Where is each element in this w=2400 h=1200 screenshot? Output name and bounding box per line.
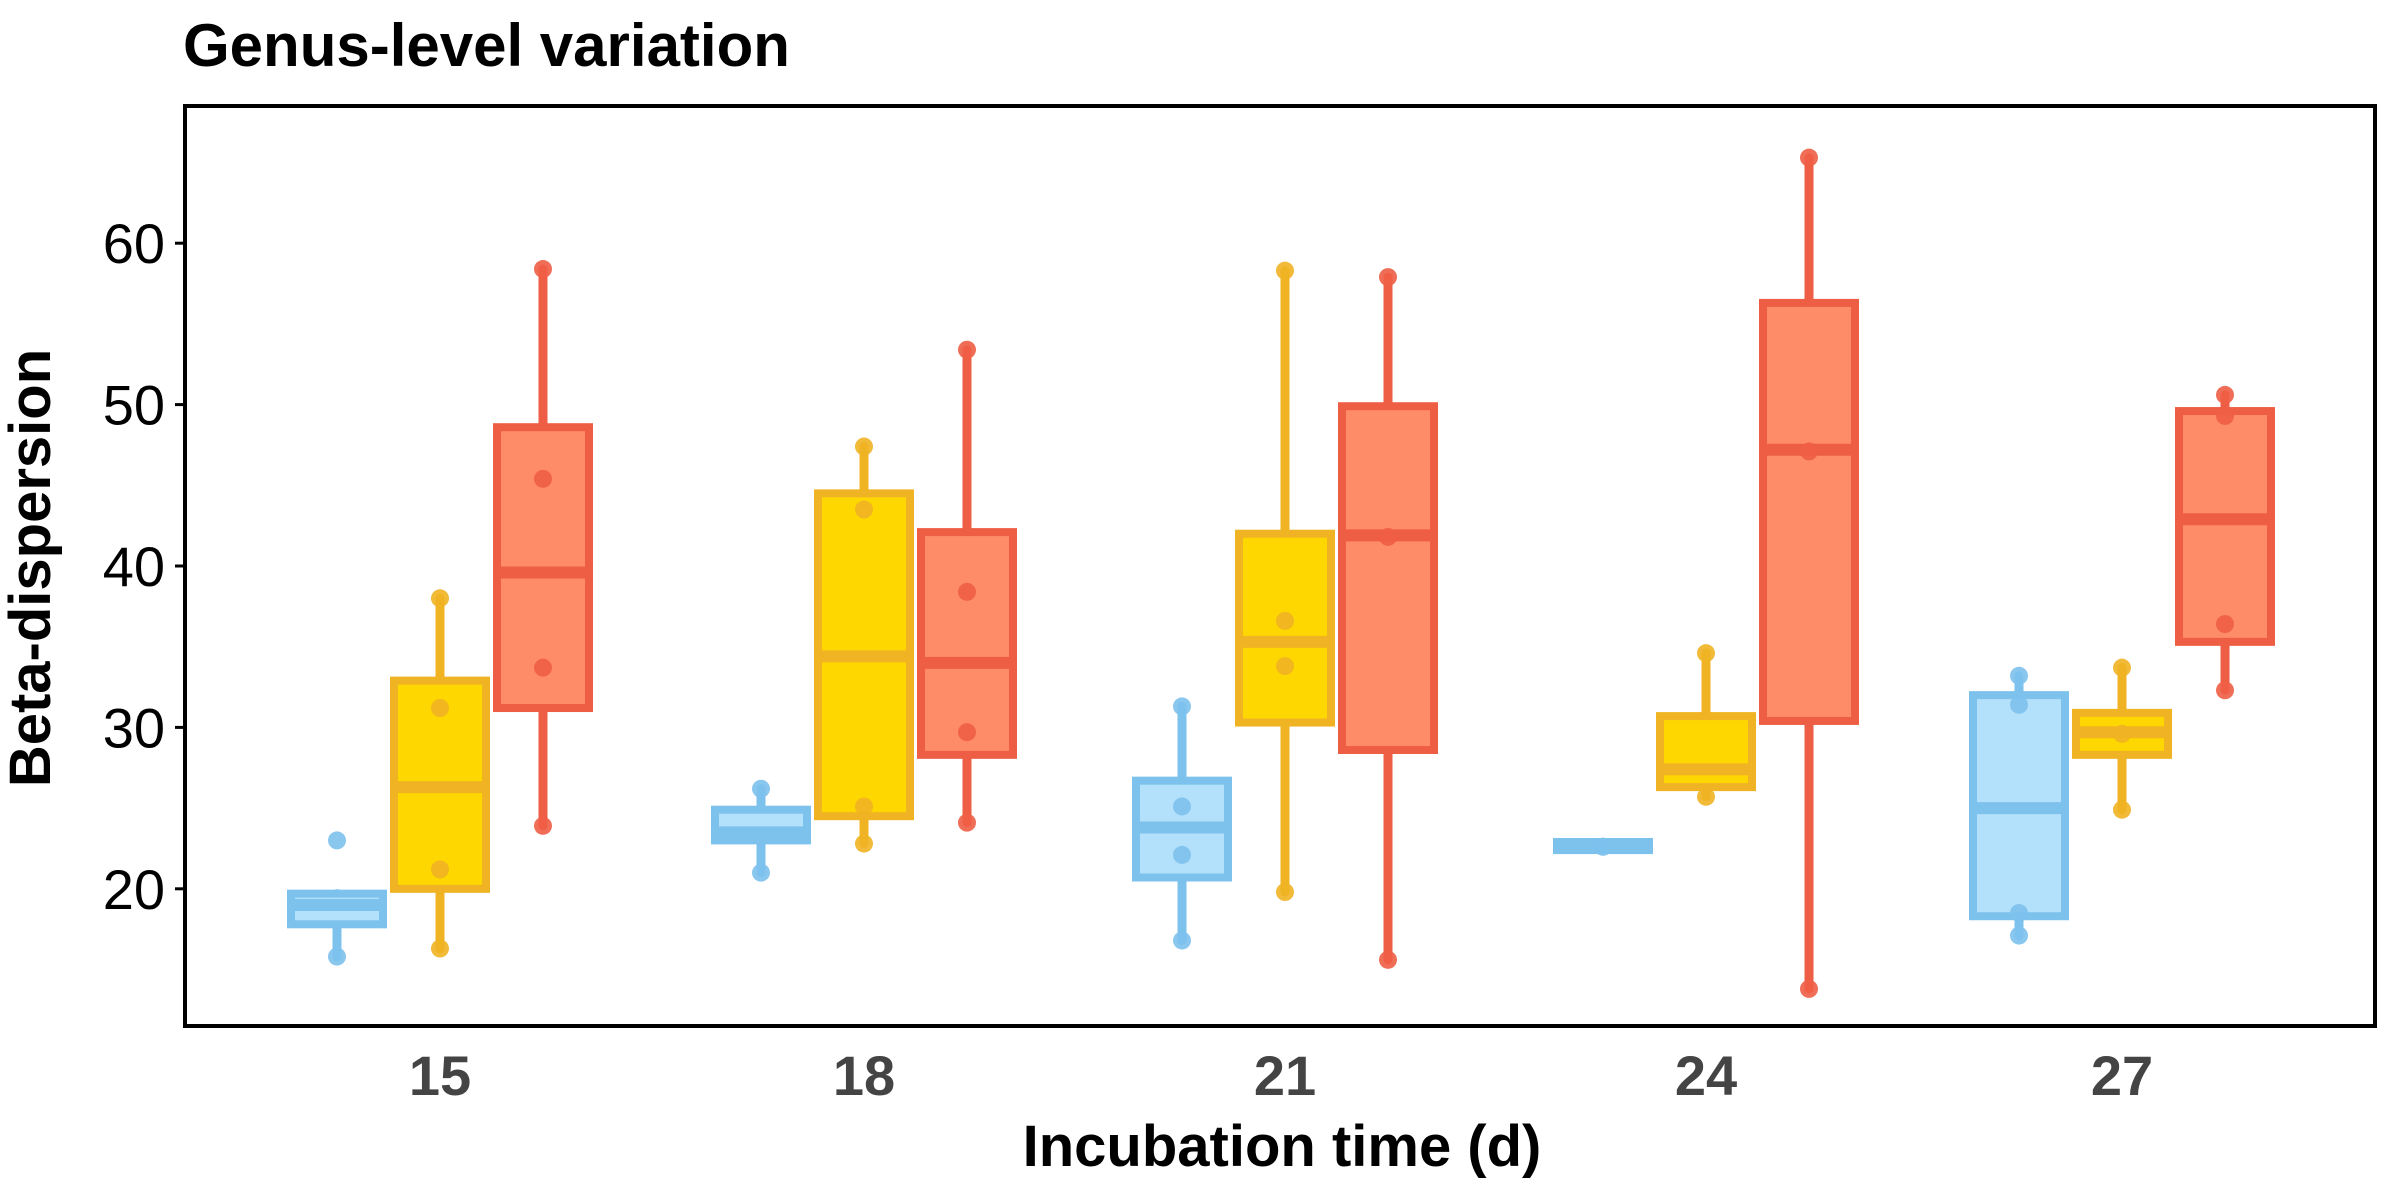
data-point bbox=[328, 831, 346, 850]
data-point bbox=[855, 834, 873, 853]
data-point bbox=[534, 816, 552, 835]
plot-frame bbox=[183, 104, 2377, 1028]
x-tick-label: 24 bbox=[1675, 1044, 1737, 1107]
data-point bbox=[958, 813, 976, 832]
data-point bbox=[2216, 385, 2234, 404]
box bbox=[2175, 407, 2275, 646]
data-point bbox=[1697, 644, 1715, 663]
box-group bbox=[917, 340, 1017, 832]
box-group bbox=[1656, 644, 1756, 806]
y-tick-label: 60 bbox=[103, 212, 165, 275]
data-point bbox=[1276, 883, 1294, 902]
data-point bbox=[534, 469, 552, 488]
y-tick-label: 50 bbox=[103, 374, 165, 437]
box-group bbox=[493, 260, 593, 835]
box bbox=[1656, 712, 1756, 792]
data-point bbox=[1800, 148, 1818, 167]
data-point bbox=[855, 500, 873, 519]
data-point bbox=[2216, 615, 2234, 634]
data-point bbox=[2113, 658, 2131, 677]
data-point bbox=[1697, 787, 1715, 806]
y-axis-label: Beta-dispersion bbox=[0, 349, 63, 787]
data-point bbox=[431, 699, 449, 718]
data-point bbox=[1173, 845, 1191, 864]
box-group bbox=[390, 589, 490, 958]
x-axis-label: Incubation time (d) bbox=[1023, 1114, 1542, 1179]
x-tick-label: 18 bbox=[833, 1044, 895, 1107]
data-point bbox=[752, 863, 770, 882]
plot-area: 20 30 40 50 60 15 18 21 24 27 bbox=[103, 148, 2275, 1107]
data-point bbox=[958, 723, 976, 742]
data-point bbox=[2010, 666, 2028, 685]
box bbox=[1759, 298, 1859, 725]
box bbox=[1338, 402, 1438, 754]
data-point bbox=[328, 947, 346, 966]
y-tick-label: 30 bbox=[103, 696, 165, 759]
box-group bbox=[1759, 148, 1859, 998]
box bbox=[917, 528, 1017, 759]
data-point bbox=[1276, 611, 1294, 630]
data-point bbox=[2113, 800, 2131, 819]
y-tick-label: 40 bbox=[103, 535, 165, 598]
data-point bbox=[855, 797, 873, 816]
x-tick-label: 21 bbox=[1254, 1044, 1316, 1107]
box-group bbox=[2175, 385, 2275, 700]
data-point bbox=[2010, 695, 2028, 714]
data-point bbox=[534, 260, 552, 279]
box-group bbox=[2072, 658, 2172, 819]
data-point bbox=[1594, 837, 1612, 856]
data-point bbox=[2216, 681, 2234, 700]
box-group bbox=[1553, 837, 1653, 856]
box-group bbox=[1132, 697, 1232, 950]
data-point bbox=[1800, 979, 1818, 998]
data-point bbox=[958, 582, 976, 601]
data-point bbox=[1173, 697, 1191, 716]
box-group bbox=[814, 437, 914, 853]
x-tick-label: 27 bbox=[2091, 1044, 2153, 1107]
data-point bbox=[2010, 904, 2028, 923]
box-group bbox=[711, 779, 811, 882]
box-group bbox=[1338, 268, 1438, 969]
data-point bbox=[2216, 406, 2234, 425]
box-group bbox=[1969, 666, 2069, 945]
y-tick-label: 20 bbox=[103, 858, 165, 921]
data-point bbox=[534, 658, 552, 677]
data-point bbox=[2113, 724, 2131, 743]
data-point bbox=[1276, 261, 1294, 280]
data-point bbox=[1276, 657, 1294, 676]
data-point bbox=[431, 589, 449, 608]
data-point bbox=[1379, 950, 1397, 969]
data-point bbox=[431, 939, 449, 958]
box-group bbox=[287, 831, 387, 966]
data-point bbox=[1173, 931, 1191, 950]
chart-title: Genus-level variation bbox=[183, 12, 790, 79]
data-point bbox=[431, 860, 449, 879]
data-point bbox=[752, 779, 770, 798]
data-point bbox=[1379, 268, 1397, 287]
data-point bbox=[1379, 527, 1397, 546]
data-point bbox=[855, 437, 873, 456]
x-tick-label: 15 bbox=[409, 1044, 471, 1107]
box-group bbox=[1235, 261, 1335, 902]
data-point bbox=[1173, 797, 1191, 816]
data-point bbox=[958, 340, 976, 359]
data-point bbox=[1800, 442, 1818, 461]
data-point bbox=[2010, 926, 2028, 945]
